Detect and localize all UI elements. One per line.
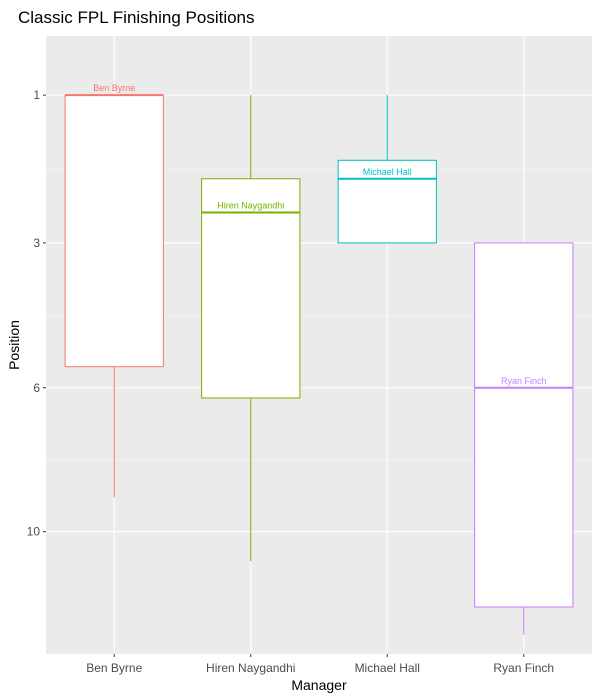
y-tick-label: 1 xyxy=(33,88,40,102)
box-hiren-naygandhi: Hiren Naygandhi xyxy=(201,95,301,562)
x-tick-label: Michael Hall xyxy=(355,661,420,675)
x-axis-title: Manager xyxy=(291,677,347,693)
y-tick-label: 10 xyxy=(27,525,41,539)
box-rect xyxy=(64,94,164,368)
y-axis: 1 3 6 10 xyxy=(27,88,46,539)
boxes-layer: Ben Byrne Hiren Naygandhi Michael Hall Ryan… xyxy=(64,83,574,636)
chart-title: Classic FPL Finishing Positions xyxy=(18,8,255,27)
x-tick-label: Ben Byrne xyxy=(86,661,142,675)
x-tick-label: Hiren Naygandhi xyxy=(206,661,295,675)
box-michael-hall: Michael Hall xyxy=(337,95,437,244)
box-label: Ben Byrne xyxy=(93,83,135,93)
box-ryan-finch: Ryan Finch xyxy=(474,242,574,636)
y-tick-label: 3 xyxy=(33,236,40,250)
box-rect xyxy=(474,242,574,608)
box-label: Hiren Naygandhi xyxy=(217,200,284,210)
x-tick-label: Ryan Finch xyxy=(493,661,554,675)
box-rect xyxy=(337,159,437,244)
x-axis: Ben Byrne Hiren Naygandhi Michael Hall Ryan… xyxy=(86,654,554,675)
box-ben-byrne: Ben Byrne xyxy=(64,83,164,498)
y-axis-title: Position xyxy=(6,320,22,370)
y-tick-label: 6 xyxy=(33,381,40,395)
box-label: Michael Hall xyxy=(363,167,412,177)
box-rect xyxy=(201,178,301,399)
box-label: Ryan Finch xyxy=(501,376,547,386)
